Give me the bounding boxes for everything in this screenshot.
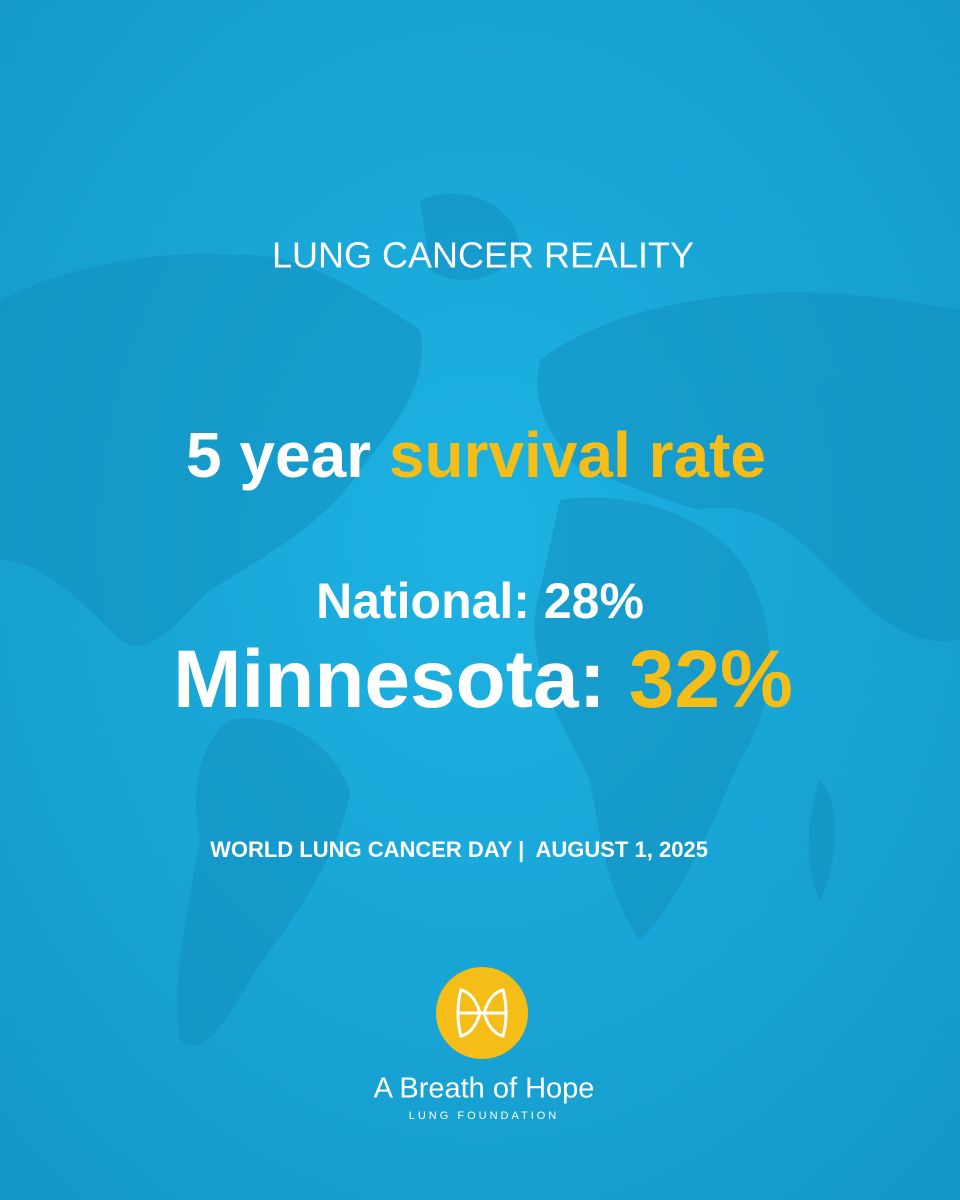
headline: 5 year survival rate (186, 419, 766, 491)
headline-lead: 5 year (186, 419, 371, 491)
world-map (0, 193, 960, 1047)
logo-name: A Breath of Hope (374, 1073, 595, 1105)
state-value: 32% (629, 634, 793, 725)
state-stat: Minnesota: 32% (173, 634, 793, 725)
headline-highlight: survival rate (389, 419, 766, 491)
title: LUNG CANCER REALITY (272, 235, 694, 276)
national-stat: National: 28% (316, 573, 644, 629)
event-date: AUGUST 1, 2025 (536, 837, 708, 862)
state-label: Minnesota: (173, 634, 606, 725)
event-line: WORLD LUNG CANCER DAY | AUGUST 1, 2025 (210, 837, 708, 862)
logo-mark (456, 988, 508, 1038)
logo-tagline: LUNG FOUNDATION (409, 1110, 560, 1122)
event-name: WORLD LUNG CANCER DAY | (210, 837, 524, 862)
logo: A Breath of Hope LUNG FOUNDATION (374, 967, 595, 1122)
